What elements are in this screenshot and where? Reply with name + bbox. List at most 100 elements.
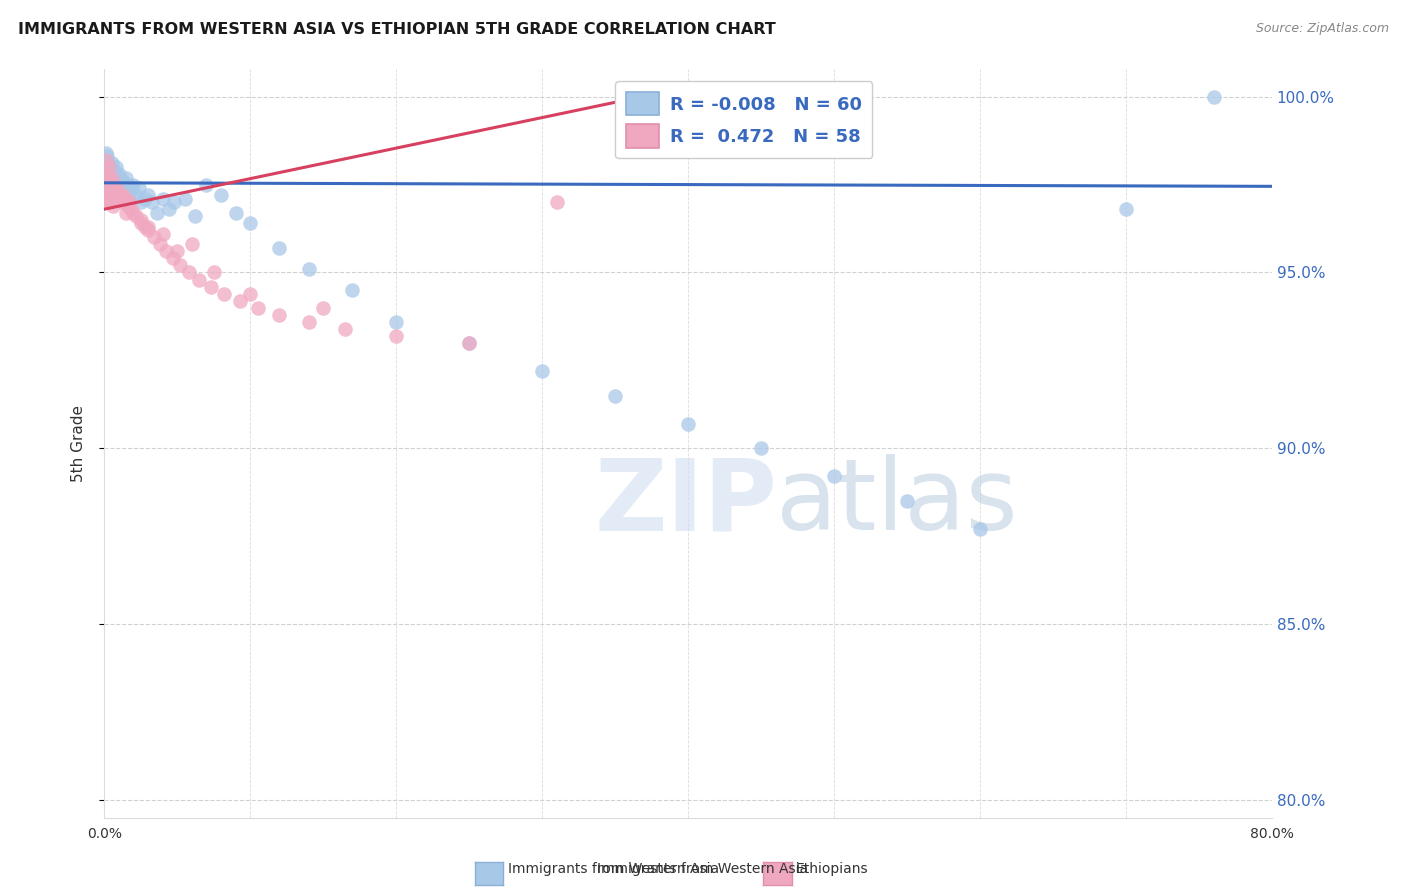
Point: [111, 178, 134, 192]
Point: [118, 195, 141, 210]
Point: [200, 279, 222, 293]
Point: [96, 167, 118, 181]
Point: [104, 188, 127, 202]
Point: [93, 188, 115, 202]
Point: [101, 199, 124, 213]
Point: [100, 192, 122, 206]
Point: [110, 188, 132, 202]
Point: [96, 178, 118, 192]
Point: [96, 149, 118, 163]
Point: [120, 181, 142, 195]
Point: [104, 160, 127, 174]
Point: [136, 188, 159, 202]
Point: [115, 205, 138, 219]
Point: [212, 286, 235, 301]
Point: [98, 174, 121, 188]
Point: [531, 364, 554, 378]
Point: [117, 199, 139, 213]
Point: [166, 244, 188, 259]
Point: [149, 237, 172, 252]
Point: [129, 195, 152, 210]
Point: [896, 494, 918, 508]
Point: [115, 170, 138, 185]
Point: [342, 283, 364, 297]
Point: [648, 89, 671, 103]
Point: [108, 181, 131, 195]
Point: [108, 192, 131, 206]
Point: [101, 188, 124, 202]
Point: [141, 195, 163, 210]
Point: [603, 388, 626, 402]
Point: [112, 174, 135, 188]
Point: [333, 322, 356, 336]
Point: [118, 188, 141, 202]
Point: [97, 156, 120, 170]
Point: [94, 145, 117, 160]
Point: [676, 417, 699, 431]
Point: [98, 195, 121, 210]
Point: [458, 335, 481, 350]
Point: [136, 219, 159, 234]
Point: [104, 178, 127, 192]
Point: [163, 195, 186, 210]
Point: [136, 223, 159, 237]
Point: [157, 202, 180, 217]
Point: [298, 315, 321, 329]
Point: [1115, 202, 1137, 217]
Point: [239, 286, 262, 301]
Point: [114, 195, 136, 210]
Point: [101, 178, 124, 192]
Point: [195, 178, 218, 192]
Point: [94, 153, 117, 167]
Point: [152, 192, 174, 206]
Point: [162, 252, 184, 266]
Point: [93, 160, 115, 174]
Point: [122, 205, 145, 219]
Point: [97, 185, 120, 199]
Point: [546, 195, 568, 210]
Point: [107, 170, 129, 185]
Point: [125, 209, 148, 223]
Point: [100, 170, 122, 185]
Text: ZIP: ZIP: [595, 455, 778, 551]
Point: [111, 195, 134, 210]
Point: [110, 170, 132, 185]
Point: [269, 241, 291, 255]
Point: [94, 174, 117, 188]
Y-axis label: 5th Grade: 5th Grade: [72, 405, 86, 482]
Point: [823, 469, 845, 483]
Point: [97, 181, 120, 195]
Point: [115, 192, 138, 206]
Point: [239, 216, 262, 230]
Point: [100, 178, 122, 192]
Point: [128, 181, 150, 195]
Point: [385, 328, 408, 343]
Point: [114, 181, 136, 195]
Text: Ethiopians: Ethiopians: [796, 862, 869, 876]
Text: Immigrants from Western Asia: Immigrants from Western Asia: [598, 862, 808, 876]
Point: [101, 167, 124, 181]
Point: [749, 442, 772, 456]
Point: [173, 192, 195, 206]
Point: [94, 181, 117, 195]
Point: [100, 156, 122, 170]
Point: [93, 174, 115, 188]
Text: Immigrants from Western Asia: Immigrants from Western Asia: [508, 862, 718, 876]
Point: [1202, 89, 1225, 103]
Text: atlas: atlas: [776, 455, 1018, 551]
Point: [225, 205, 247, 219]
Point: [134, 219, 156, 234]
Point: [103, 185, 125, 199]
Point: [155, 244, 177, 259]
Text: IMMIGRANTS FROM WESTERN ASIA VS ETHIOPIAN 5TH GRADE CORRELATION CHART: IMMIGRANTS FROM WESTERN ASIA VS ETHIOPIA…: [18, 22, 776, 37]
Point: [134, 192, 156, 206]
Point: [177, 265, 200, 279]
Point: [98, 163, 121, 178]
Point: [458, 335, 481, 350]
Text: Source: ZipAtlas.com: Source: ZipAtlas.com: [1256, 22, 1389, 36]
Point: [312, 301, 335, 315]
Point: [129, 216, 152, 230]
Point: [188, 272, 211, 286]
Point: [108, 167, 131, 181]
Point: [125, 188, 148, 202]
